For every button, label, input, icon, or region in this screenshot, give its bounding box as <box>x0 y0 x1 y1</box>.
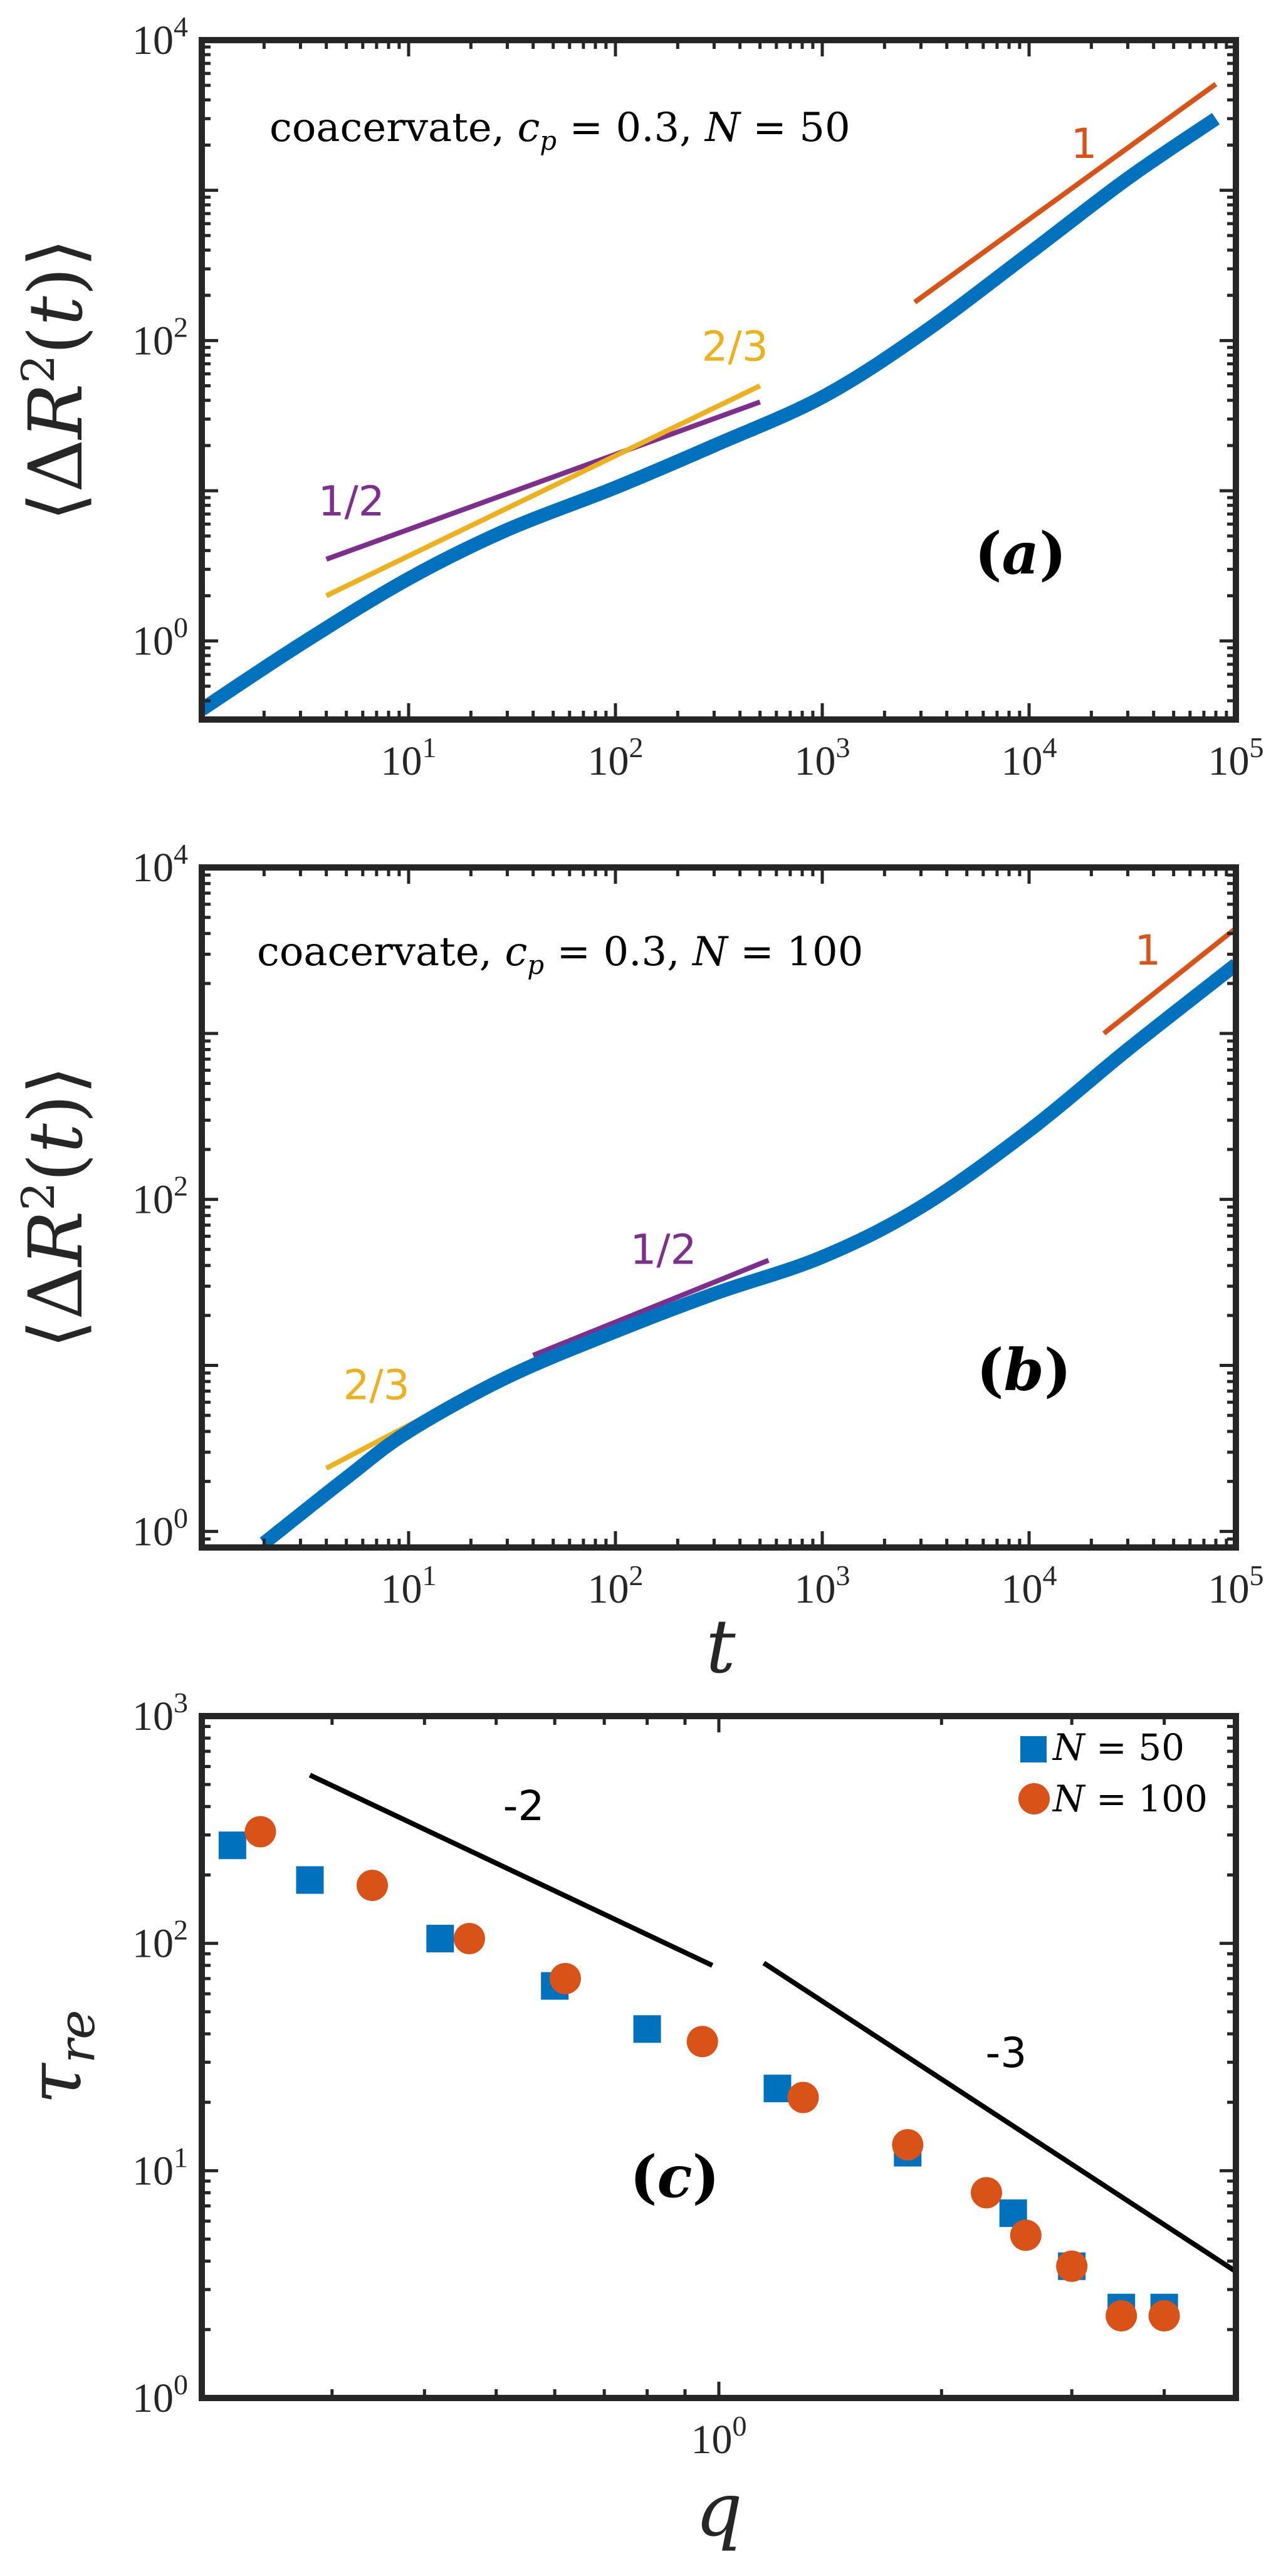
point-n50 <box>633 2015 661 2043</box>
point-n100 <box>549 1962 581 1994</box>
panel-b-x-axis-label: t <box>706 1603 736 1690</box>
panel-a: 1/2 2/3 1 101 102 103 104 105 100 102 104 coacerv… <box>12 11 1264 784</box>
panel-b-msd-curve <box>259 959 1236 1547</box>
panel-b-slope-guide-3 <box>1102 926 1236 1035</box>
point-n100 <box>1106 2300 1138 2332</box>
point-n50 <box>296 1866 324 1894</box>
panel-b-y-tick-label: 104 <box>132 838 188 891</box>
panel-a-x-tick-label: 105 <box>1208 731 1264 784</box>
panel-b-slope-label-2: 1/2 <box>630 1226 696 1274</box>
panel-b-x-tick-label: 101 <box>381 1559 437 1612</box>
panel-c-y-axis-label: τre <box>11 2010 106 2105</box>
panel-b-y-tick-label: 100 <box>132 1502 188 1554</box>
point-n100 <box>244 1816 276 1848</box>
panel-c-y-tick-label: 100 <box>132 2369 188 2421</box>
point-n100 <box>892 2129 924 2161</box>
point-n100 <box>787 2081 819 2113</box>
panel-a-annotation: coacervate, cp = 0.3, N = 50 <box>269 105 850 156</box>
panel-a-x-tick-label: 102 <box>588 731 644 784</box>
panel-a-y-tick-label: 102 <box>132 311 188 364</box>
panel-a-y-tick-label: 104 <box>132 11 188 63</box>
panel-b-x-tick-label: 103 <box>795 1559 850 1612</box>
panel-a-slope-guide-2 <box>325 383 761 599</box>
legend-label-n100: N = 100 <box>1052 1778 1208 1820</box>
point-n100 <box>1056 2250 1088 2282</box>
point-n50 <box>763 2075 792 2103</box>
panel-b-slope-guide-2 <box>532 1258 770 1358</box>
point-n50 <box>426 1924 454 1952</box>
panel-a-plot: 1/2 2/3 1 <box>202 81 1220 716</box>
panel-a-x-tick-label: 104 <box>1002 731 1057 784</box>
panel-c-slope-guide-1 <box>308 1772 714 1968</box>
panel-a-y-tick-label: 100 <box>132 612 188 664</box>
panel-a-slope-label-1: 1/2 <box>318 477 385 525</box>
point-n100 <box>357 1870 389 1902</box>
panel-c-plot: -2 -3 <box>218 1772 1236 2332</box>
legend-marker-n100 <box>1018 1783 1050 1814</box>
panel-a-slope-guide-1 <box>325 399 761 562</box>
panel-b-data <box>259 926 1236 1547</box>
panel-b-plot: 2/3 1/2 1 <box>259 926 1236 1547</box>
panel-b-x-tick-label: 102 <box>588 1559 644 1612</box>
legend-label-n50: N = 50 <box>1052 1726 1185 1769</box>
legend-marker-n50 <box>1020 1736 1047 1762</box>
panel-b-x-tick-label: 105 <box>1208 1559 1264 1612</box>
panel-b-tag: (b) <box>976 1336 1071 1404</box>
panel-b-slope-label-1: 2/3 <box>343 1361 410 1410</box>
panel-b-annotation: coacervate, cp = 0.3, N = 100 <box>257 929 863 980</box>
panel-c-tag: (c) <box>630 2143 719 2211</box>
panel-a-slope-label-3: 1 <box>1071 120 1097 168</box>
panel-b-slope-label-3: 1 <box>1134 926 1161 975</box>
panel-a-y-axis-label: ⟨ΔR2(t)⟩ <box>12 238 99 521</box>
panel-c-x-axis-label: q <box>695 2466 743 2553</box>
panel-a-x-tick-label: 101 <box>381 731 437 784</box>
panel-c-y-tick-label: 103 <box>132 1687 188 1739</box>
panel-b-y-tick-label: 102 <box>132 1170 188 1223</box>
panel-c-slope-label-1: -2 <box>503 1782 545 1830</box>
panel-b-ticks: 101 102 103 104 105 100 102 104 <box>132 838 1264 1612</box>
panel-c-x-tick-label: 100 <box>691 2410 747 2463</box>
panel-c-y-tick-label: 102 <box>132 1914 188 1967</box>
point-n100 <box>686 2026 718 2058</box>
panel-a-tag: (a) <box>975 520 1067 587</box>
point-n100 <box>970 2177 1002 2209</box>
point-n100 <box>1148 2300 1180 2332</box>
panel-a-x-tick-label: 103 <box>795 731 850 784</box>
panel-c-slope-label-2: -3 <box>985 2029 1027 2077</box>
panel-c-data <box>218 1772 1236 2332</box>
panel-a-ticks: 101 102 103 104 105 100 102 104 <box>132 11 1264 784</box>
panel-a-slope-guide-3 <box>913 81 1218 305</box>
panel-c-ticks: 100 100 101 102 103 <box>132 1687 1238 2463</box>
point-n50 <box>218 1831 246 1860</box>
panel-b-x-tick-label: 104 <box>1002 1559 1057 1612</box>
panel-a-slope-label-2: 2/3 <box>702 322 768 370</box>
panel-c-legend: N = 50 N = 100 <box>1018 1726 1208 1820</box>
point-n100 <box>453 1922 485 1954</box>
panel-b: 2/3 1/2 1 101 102 103 104 105 100 102 104 coacerv… <box>12 838 1264 1690</box>
point-n100 <box>1010 2219 1042 2251</box>
panel-a-axes-box <box>199 37 1239 723</box>
panel-a-data <box>202 81 1220 716</box>
panel-c-slope-guide-2 <box>762 1961 1236 2274</box>
panel-b-y-axis-label: ⟨ΔR2(t)⟩ <box>12 1065 99 1349</box>
panel-a-msd-curve <box>202 113 1220 716</box>
panel-c-y-tick-label: 101 <box>132 2141 188 2194</box>
